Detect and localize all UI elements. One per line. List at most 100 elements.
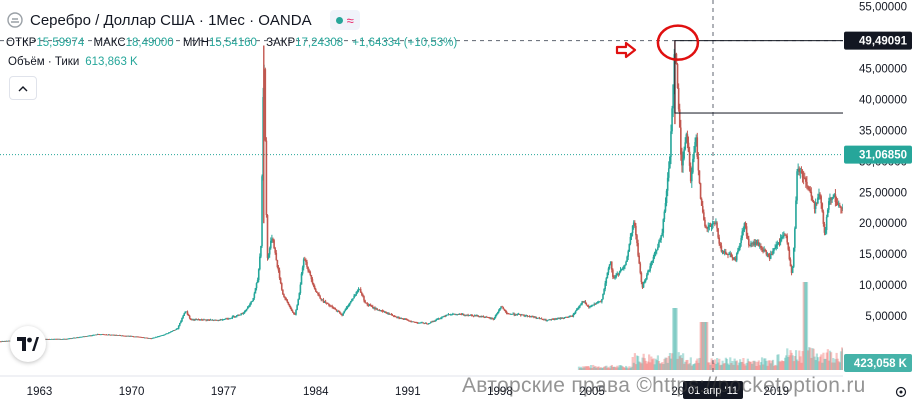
candle bbox=[337, 309, 340, 313]
candle bbox=[296, 304, 298, 311]
candle bbox=[715, 218, 717, 225]
volume-bar bbox=[757, 360, 760, 370]
candle bbox=[825, 214, 828, 235]
volume-bar bbox=[810, 357, 813, 370]
candle bbox=[84, 336, 87, 337]
candle bbox=[642, 281, 645, 289]
volume-bar bbox=[782, 361, 786, 370]
candle bbox=[787, 242, 790, 251]
volume-bar bbox=[712, 362, 715, 370]
candle bbox=[726, 252, 728, 255]
candle bbox=[169, 332, 171, 334]
candle bbox=[426, 323, 429, 325]
candle bbox=[233, 315, 236, 318]
candle bbox=[643, 279, 646, 284]
candle bbox=[841, 207, 843, 214]
volume-legend-row[interactable]: Объём · Тики 613,863 K bbox=[8, 56, 138, 68]
volume-bar bbox=[823, 358, 826, 370]
time-axis[interactable]: 19631970197719841991199820052012201901 а… bbox=[0, 375, 843, 399]
volume-bar bbox=[816, 357, 820, 370]
candle bbox=[743, 222, 746, 233]
candle bbox=[396, 316, 398, 319]
volume-bar bbox=[765, 360, 768, 370]
candle bbox=[334, 307, 337, 310]
candle bbox=[348, 302, 351, 306]
volume-bar bbox=[778, 361, 781, 370]
collapse-legend-button[interactable] bbox=[9, 76, 37, 100]
volume-bar bbox=[773, 365, 776, 370]
tradingview-logo-icon[interactable] bbox=[10, 326, 46, 362]
candle bbox=[661, 228, 663, 237]
candle bbox=[720, 242, 723, 253]
symbol-title[interactable]: Серебро / Доллар США · 1Мес · OANDA bbox=[30, 11, 312, 29]
candle bbox=[581, 300, 583, 306]
candle bbox=[5, 340, 8, 342]
settings-icon[interactable] bbox=[895, 386, 907, 398]
candle bbox=[681, 147, 683, 173]
volume-bar bbox=[819, 356, 822, 370]
candle bbox=[375, 307, 377, 310]
candle bbox=[45, 338, 47, 340]
volume-bar bbox=[808, 347, 811, 370]
candle bbox=[647, 269, 649, 276]
candle bbox=[590, 305, 592, 308]
candle bbox=[412, 321, 415, 323]
candle bbox=[682, 151, 684, 173]
candle bbox=[382, 310, 385, 313]
candle bbox=[388, 312, 391, 315]
candle bbox=[833, 193, 836, 198]
volume-bar bbox=[596, 366, 599, 370]
volume-bar bbox=[622, 367, 626, 370]
candle bbox=[103, 334, 105, 336]
legend-title-row[interactable]: Серебро / Доллар США · 1Мес · OANDA ≈ bbox=[6, 9, 360, 31]
candle bbox=[166, 333, 169, 335]
volume-bar bbox=[703, 322, 707, 370]
candle bbox=[624, 264, 626, 270]
candle bbox=[294, 312, 296, 316]
crosshair-date-badge: 01 апр '11 bbox=[683, 381, 743, 399]
candle bbox=[765, 249, 768, 257]
candle bbox=[339, 310, 341, 314]
candle bbox=[324, 299, 327, 304]
candle bbox=[67, 338, 69, 340]
candle bbox=[552, 318, 555, 321]
candle bbox=[3, 340, 6, 342]
price-tick-label: 40,00000 bbox=[859, 94, 907, 106]
time-tick-label: 1984 bbox=[303, 386, 329, 398]
candle bbox=[129, 335, 132, 337]
candle bbox=[801, 169, 804, 183]
candle bbox=[52, 338, 55, 340]
volume-bar bbox=[828, 350, 832, 370]
candle bbox=[403, 318, 406, 320]
candle bbox=[629, 233, 632, 246]
candle bbox=[386, 312, 388, 315]
volume-bar bbox=[812, 348, 815, 370]
candle bbox=[331, 304, 333, 309]
volume-bar bbox=[743, 363, 746, 370]
candle bbox=[667, 161, 670, 182]
volume-bar bbox=[598, 367, 601, 370]
price-tick-label: 20,00000 bbox=[859, 218, 907, 230]
volume-bar bbox=[839, 351, 843, 370]
candle bbox=[114, 334, 116, 336]
candle bbox=[100, 334, 102, 336]
market-status-badge[interactable]: ≈ bbox=[329, 10, 360, 30]
candle bbox=[763, 246, 765, 253]
candle bbox=[288, 303, 291, 308]
candle bbox=[591, 304, 593, 307]
time-tick-label: 1963 bbox=[27, 386, 53, 398]
candle bbox=[96, 333, 99, 336]
candle bbox=[798, 166, 801, 176]
candle bbox=[592, 304, 594, 306]
volume-bar bbox=[656, 355, 660, 370]
volume-bar bbox=[800, 362, 803, 370]
volume-bar bbox=[601, 367, 605, 370]
candle bbox=[653, 251, 656, 259]
annotation-circle-marker[interactable] bbox=[656, 24, 700, 61]
volume-bar bbox=[780, 360, 783, 370]
candle bbox=[147, 337, 149, 339]
annotation-rectangle[interactable] bbox=[674, 40, 846, 114]
volume-bar bbox=[745, 362, 748, 370]
candle bbox=[291, 309, 294, 313]
